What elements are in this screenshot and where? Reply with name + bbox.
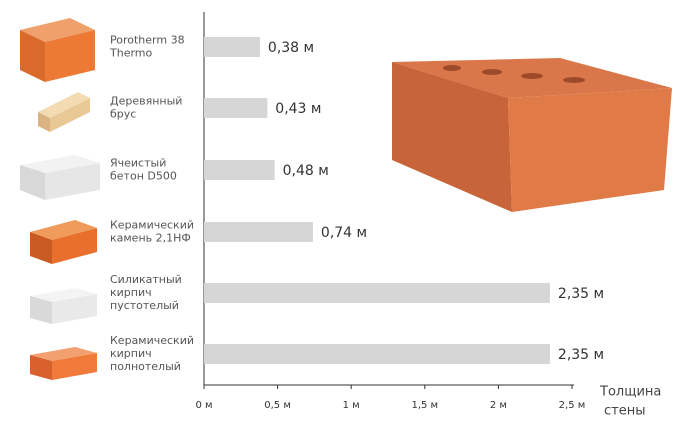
category-label: брус	[110, 108, 136, 121]
value-label: 2,35 м	[558, 347, 604, 363]
x-tick-label: 0 м	[195, 400, 212, 411]
bar	[204, 222, 313, 242]
x-tick-label: 0,5 м	[264, 400, 291, 411]
value-label: 0,38 м	[268, 40, 314, 56]
category-label: полнотелый	[110, 360, 181, 373]
x-tick-label: 2,5 м	[559, 400, 586, 411]
bar	[204, 344, 550, 364]
brick-image	[392, 58, 672, 212]
category-label: бетон D500	[110, 170, 177, 183]
category-label: Керамический	[110, 334, 194, 347]
x-tick-label: 2 м	[490, 400, 507, 411]
category-label: пустотелый	[110, 299, 179, 312]
x-tick-label: 1 м	[343, 400, 360, 411]
value-label: 0,43 м	[275, 101, 321, 117]
x-axis-label: стены	[604, 404, 645, 419]
category-label: Деревянный	[110, 95, 182, 108]
bar	[204, 98, 268, 118]
category-label: кирпич	[110, 347, 152, 360]
bar	[204, 37, 260, 57]
x-tick-label: 1,5 м	[411, 400, 438, 411]
material-icons	[20, 18, 100, 380]
category-label: Thermo	[109, 47, 153, 60]
category-label: Силикатный	[110, 273, 182, 286]
value-label: 2,35 м	[558, 286, 604, 302]
category-label: Ячеистый	[110, 157, 166, 170]
value-label: 0,74 м	[321, 225, 367, 241]
category-label: кирпич	[110, 286, 152, 299]
category-label: Керамический	[110, 219, 194, 232]
category-label: Porotherm 38	[110, 34, 185, 47]
category-label: камень 2,1НФ	[110, 232, 191, 245]
x-axis-label: Толщина	[599, 385, 661, 400]
bar	[204, 283, 550, 303]
value-label: 0,48 м	[283, 163, 329, 179]
bar	[204, 160, 275, 180]
